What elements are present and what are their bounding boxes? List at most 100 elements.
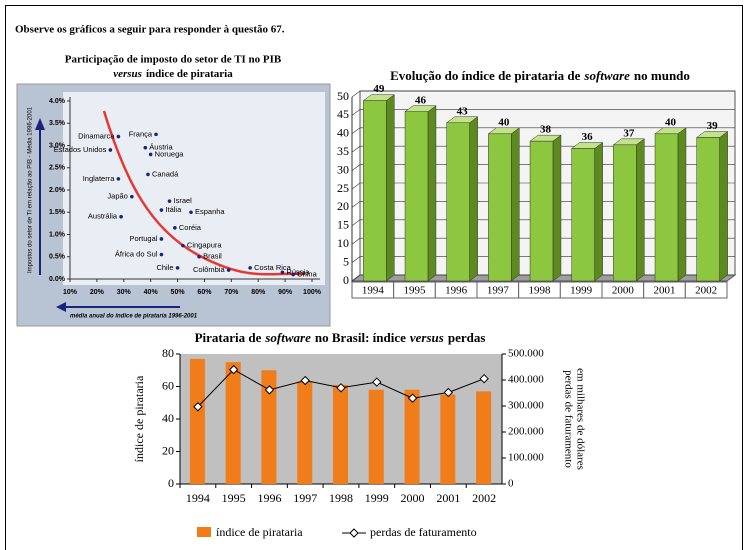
point <box>108 148 113 152</box>
value-label: 36 <box>582 131 594 143</box>
point <box>175 266 180 270</box>
y-tick-label: 20 <box>162 443 174 457</box>
point-label: Rússia <box>286 267 310 276</box>
y-tick-label: 45 <box>337 107 349 121</box>
point-label: Japão <box>107 192 127 201</box>
y-tick-label: 40 <box>337 126 349 140</box>
bar <box>404 111 429 282</box>
bar-side <box>719 130 728 282</box>
point-label: Cingapura <box>187 241 222 250</box>
point-label: Canadá <box>152 169 179 178</box>
y-tick-label: 3.0% <box>49 142 66 149</box>
x-tick-label: 1994 <box>362 285 385 297</box>
bar <box>333 384 348 484</box>
y-tick-label: 10 <box>337 236 349 250</box>
grid-line <box>351 274 735 282</box>
bar <box>613 144 637 282</box>
y-tick-label: 80 <box>162 346 174 360</box>
legend-swatch <box>197 527 211 537</box>
bar-side <box>636 138 645 282</box>
y-tick-label: 0 <box>343 273 349 287</box>
title-part: no Brasil: índice <box>315 330 406 345</box>
x-tick-label: 40% <box>144 289 159 296</box>
grid-line <box>351 164 735 171</box>
bar-side <box>677 127 687 282</box>
point-label: Brasil <box>203 252 222 261</box>
y2-tick-label: 500.000 <box>508 348 544 360</box>
x-tick-label: 10% <box>63 289 78 296</box>
value-label: 46 <box>415 94 427 106</box>
y-tick-label: 35 <box>337 144 349 158</box>
x-tick-label: 2001 <box>654 285 676 297</box>
marker <box>443 387 454 398</box>
bar <box>440 394 456 484</box>
y-tick-label: 25 <box>337 181 349 195</box>
y-arrow-head <box>35 118 45 130</box>
x-tick-label: 1996 <box>257 491 281 505</box>
point-label: Chile <box>156 263 173 272</box>
x-tick-label: 1995 <box>222 491 246 505</box>
y2-tick-label: 200.000 <box>508 426 544 438</box>
point-label: Estados Unidos <box>54 145 107 154</box>
point-label: Austrália <box>88 212 118 221</box>
marker <box>300 375 310 386</box>
point-label: Noruega <box>155 149 185 158</box>
y-tick-label: 1.0% <box>49 231 66 238</box>
marker <box>407 393 418 403</box>
title-part: versus <box>410 330 444 345</box>
y-axis-label: Impostos do setor de TI em relação ao PI… <box>28 106 34 273</box>
x-tick-label: 20% <box>90 289 105 296</box>
x-tick-label: 1997 <box>487 285 510 297</box>
marker <box>479 373 489 384</box>
grid-line <box>351 90 735 98</box>
plot-area <box>63 92 325 285</box>
point <box>291 272 295 277</box>
point-label: Inglaterra <box>83 174 116 183</box>
title-part: software <box>583 68 630 83</box>
point <box>181 243 185 248</box>
bar-side <box>511 127 520 282</box>
legend-label: perdas de faturamento <box>370 525 477 539</box>
bar <box>571 148 595 282</box>
chart-title: Participação de imposto do setor de TI n… <box>65 54 282 66</box>
bar <box>261 370 277 484</box>
x-tick-label: 2000 <box>401 491 425 505</box>
point <box>116 134 121 139</box>
y-axis-label: índice de pirataria <box>132 375 146 462</box>
bar <box>368 389 384 484</box>
bar <box>189 358 205 484</box>
point-label: Costa Rica <box>254 263 292 272</box>
x-tick-label: 70% <box>224 289 239 296</box>
grid-line <box>351 182 735 190</box>
point <box>154 132 158 137</box>
x-tick-label: 1999 <box>365 491 389 505</box>
y2-axis-label: em milhares de dólares <box>574 368 586 470</box>
x-tick-label: 1995 <box>404 285 427 297</box>
legend-marker <box>349 528 359 538</box>
y-tick-label: 3.5% <box>49 120 66 127</box>
y2-tick-label: 300.000 <box>508 400 544 412</box>
y-tick-label: 1.5% <box>49 209 66 216</box>
marker <box>264 385 275 395</box>
bar <box>363 100 387 282</box>
point <box>119 214 123 219</box>
x-tick-label: 100% <box>303 289 322 296</box>
point <box>143 145 148 150</box>
point <box>159 208 164 212</box>
point <box>167 199 172 203</box>
x-tick-label: 1996 <box>445 285 468 297</box>
grid-line <box>351 109 735 116</box>
bar <box>446 122 470 282</box>
point <box>248 266 252 270</box>
bar-side <box>386 94 395 282</box>
x-tick-label: 50% <box>171 289 186 296</box>
page-border <box>5 5 743 550</box>
point <box>173 226 177 230</box>
y-tick-label: 2.5% <box>49 165 66 172</box>
x-tick-label: 90% <box>278 289 293 296</box>
marker <box>228 364 239 375</box>
grid-line <box>351 127 735 135</box>
title-part: no mundo <box>634 68 690 83</box>
point <box>197 254 201 259</box>
grid-line <box>351 256 735 263</box>
